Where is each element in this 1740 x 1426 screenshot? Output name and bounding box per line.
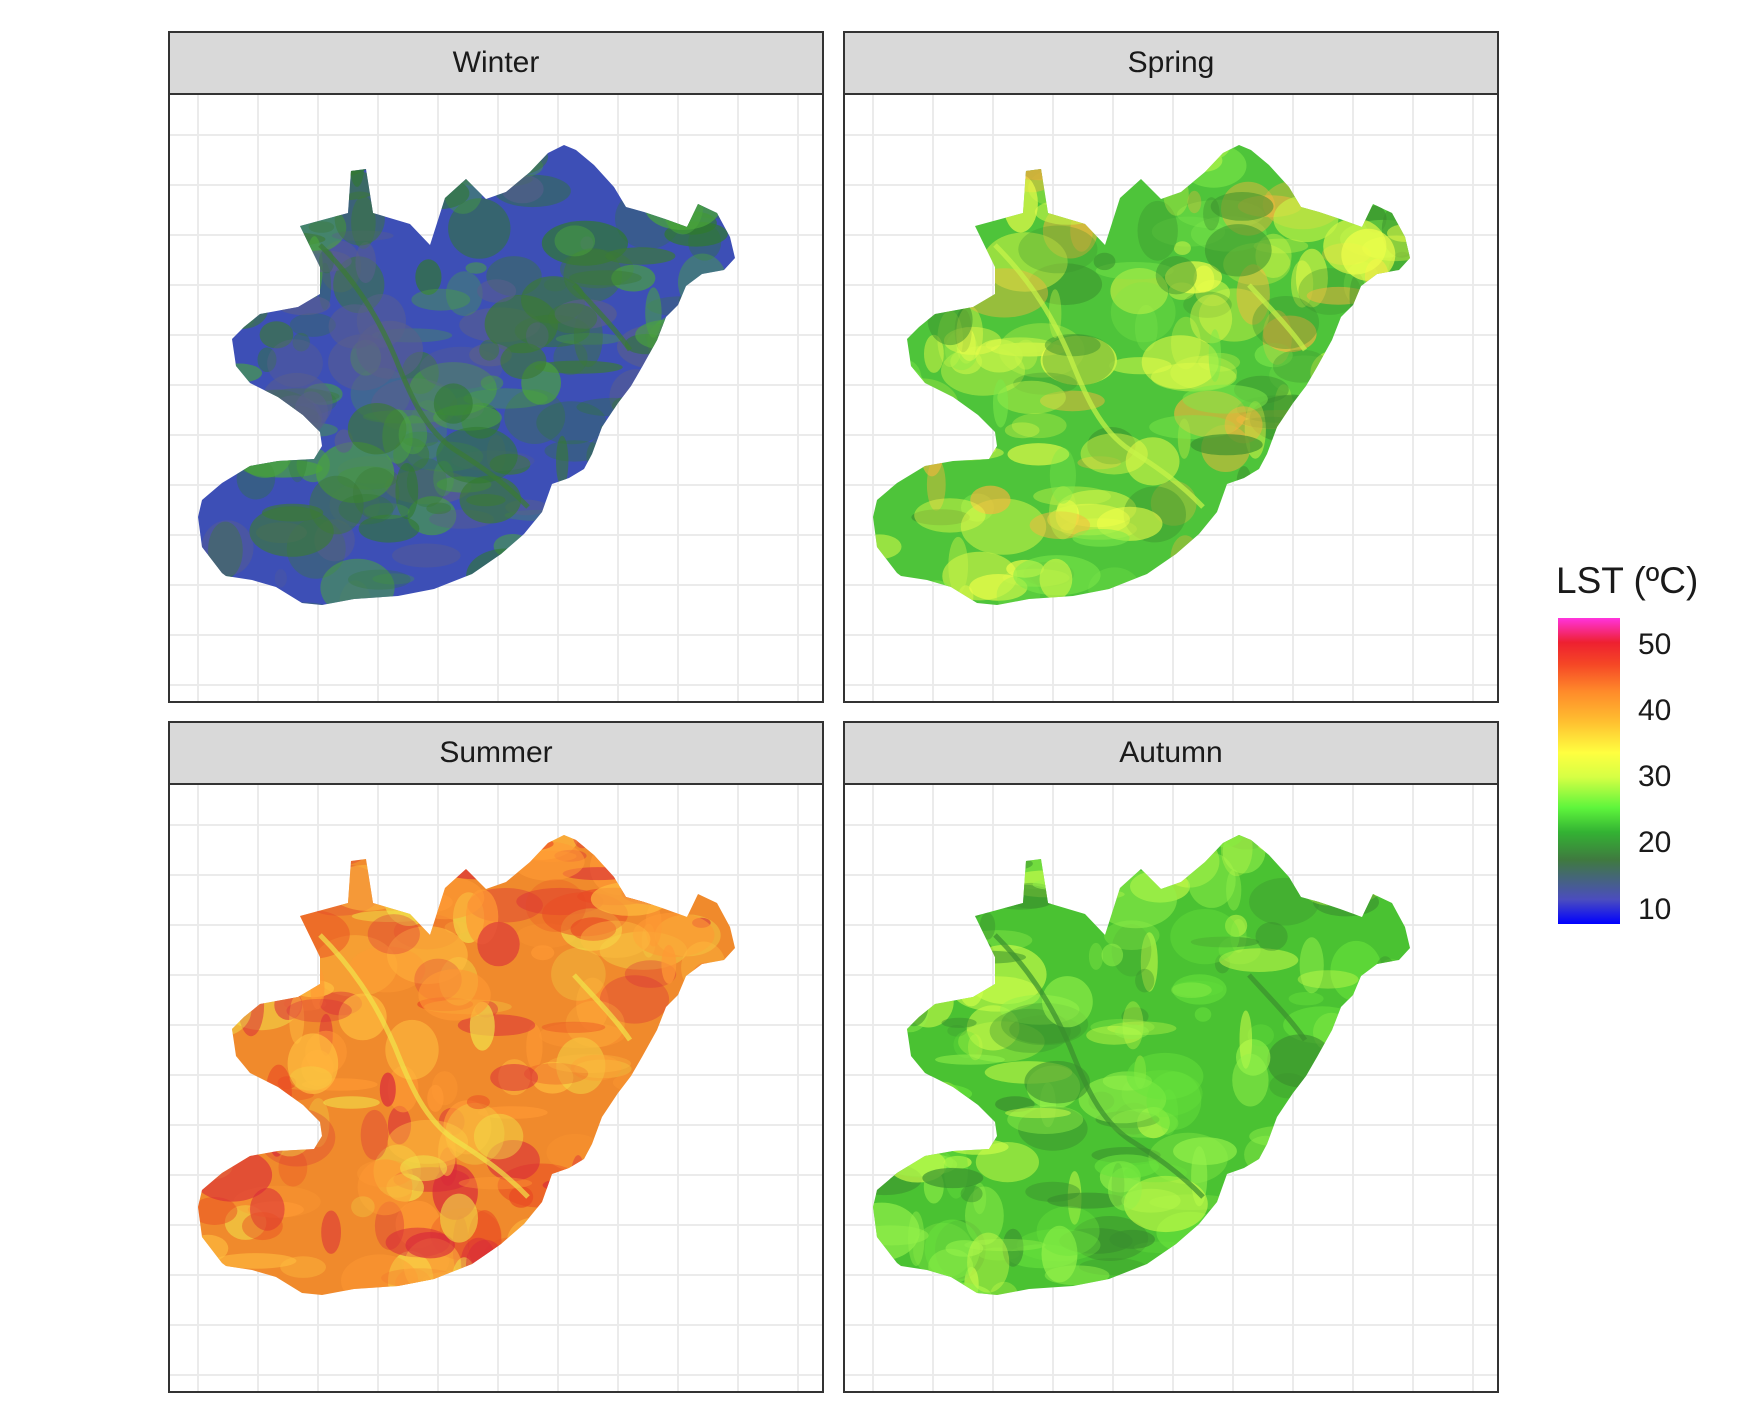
facet-strip-winter: Winter	[168, 31, 824, 95]
facet-panel-winter: Winter	[168, 31, 824, 723]
legend-colorbar	[1558, 618, 1620, 924]
river-line	[318, 933, 530, 1199]
river-line	[993, 243, 1205, 509]
map-plot-summer	[168, 783, 824, 1393]
river-line	[1247, 283, 1308, 352]
legend-label: 20	[1638, 826, 1672, 859]
river-line	[572, 973, 633, 1042]
facet-title: Autumn	[1119, 736, 1223, 769]
river-line	[993, 933, 1205, 1199]
facet-panel-summer: Summer	[168, 721, 824, 1413]
legend-title: LST (ºC)	[1556, 560, 1699, 601]
facet-title: Spring	[1127, 46, 1215, 79]
river-line	[572, 283, 633, 352]
map-plot-winter	[168, 93, 824, 703]
facet-panel-autumn: Autumn	[843, 721, 1499, 1413]
facet-strip-autumn: Autumn	[843, 721, 1499, 785]
facet-title: Winter	[452, 46, 540, 79]
river-line	[318, 243, 530, 509]
facet-strip-spring: Spring	[843, 31, 1499, 95]
river-line	[1247, 973, 1308, 1042]
legend-label: 50	[1638, 628, 1672, 661]
legend-tick	[1620, 711, 1628, 713]
legend-label: 10	[1638, 893, 1672, 926]
facet-panel-spring: Spring	[843, 31, 1499, 723]
map-plot-autumn	[843, 783, 1499, 1393]
legend-tick	[1620, 843, 1628, 845]
legend-tick	[1620, 910, 1628, 912]
legend-label: 30	[1638, 760, 1672, 793]
facet-strip-summer: Summer	[168, 721, 824, 785]
legend-tick	[1620, 645, 1628, 647]
map-plot-spring	[843, 93, 1499, 703]
facet-title: Summer	[439, 736, 553, 769]
legend-tick	[1620, 777, 1628, 779]
legend-label: 40	[1638, 694, 1672, 727]
